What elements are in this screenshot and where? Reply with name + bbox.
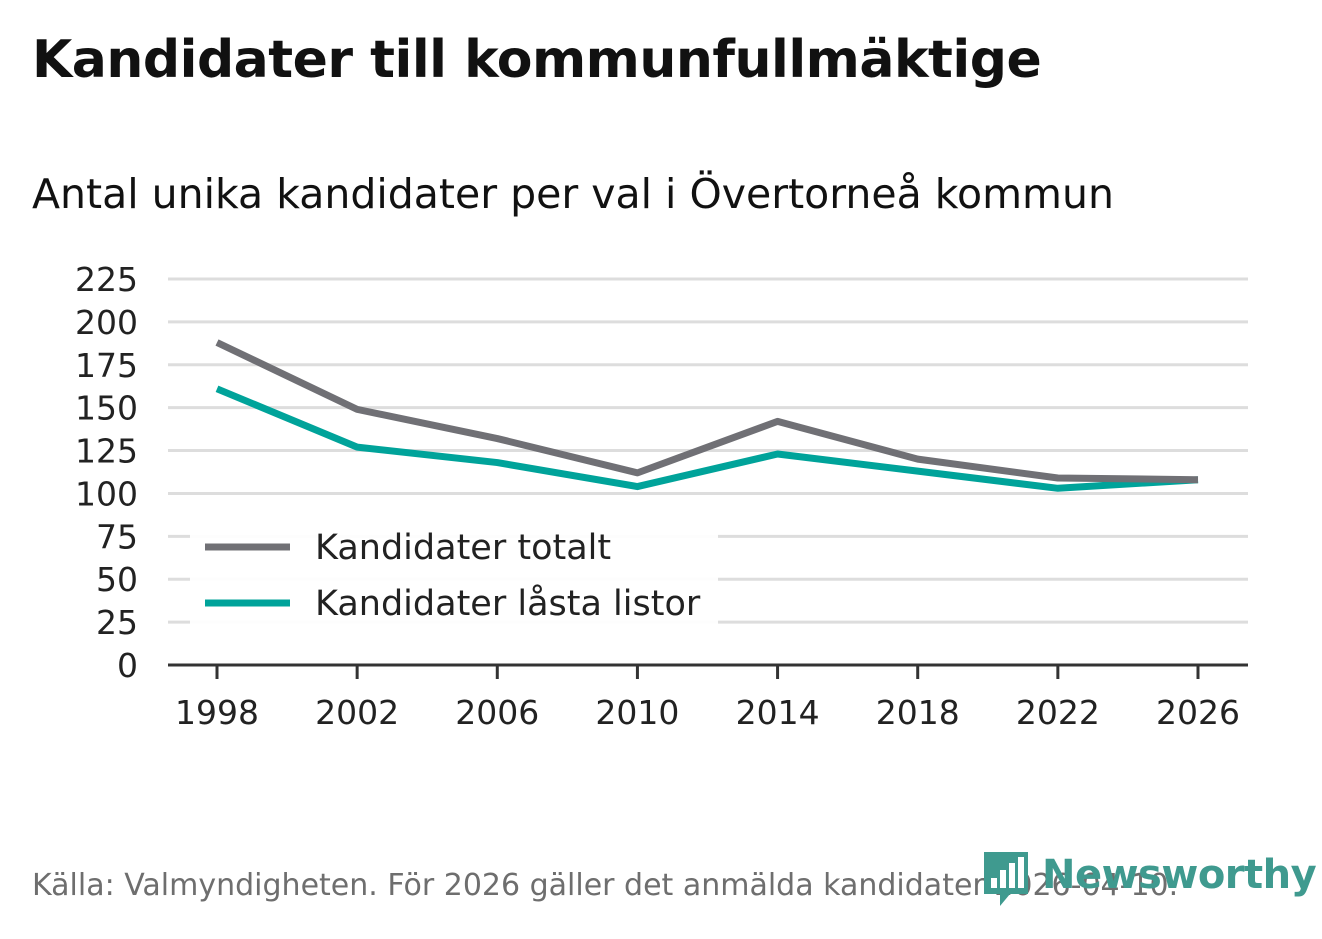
legend: Kandidater totalt Kandidater låsta listor — [190, 520, 718, 625]
series-line-kandidater-lasta-listor — [215, 385, 1199, 492]
y-tick-label: 175 — [75, 346, 138, 385]
x-tick-label: 1998 — [175, 693, 259, 732]
y-tick-label: 225 — [75, 260, 138, 299]
y-tick-label: 125 — [75, 432, 138, 471]
y-tick-label: 0 — [117, 646, 138, 685]
x-tick-label: 2014 — [736, 693, 820, 732]
series-lines — [215, 339, 1199, 492]
legend-label: Kandidater totalt — [315, 528, 611, 568]
x-tick-label: 2010 — [595, 693, 679, 732]
newsworthy-logo-icon — [984, 852, 1028, 906]
x-tick-label: 2026 — [1156, 693, 1240, 732]
chart-subtitle: Antal unika kandidater per val i Övertor… — [32, 170, 1114, 218]
x-tick-label: 2022 — [1016, 693, 1100, 732]
legend-background — [190, 520, 718, 625]
y-tick-label: 75 — [96, 517, 138, 556]
y-tick-label: 100 — [75, 474, 138, 513]
series-line-kandidater-totalt — [215, 339, 1199, 484]
x-tick-label: 2006 — [455, 693, 539, 732]
x-tick-label: 2002 — [315, 693, 399, 732]
y-tick-label: 200 — [75, 303, 138, 342]
y-tick-label: 150 — [75, 389, 138, 428]
brand-mark: Newsworthy — [980, 848, 1317, 910]
x-tick-label: 2018 — [876, 693, 960, 732]
chart-title: Kandidater till kommunfullmäktige — [32, 30, 1042, 90]
y-tick-label: 50 — [96, 560, 138, 599]
brand-name: Newsworthy — [1042, 852, 1317, 898]
y-tick-label: 25 — [96, 603, 138, 642]
legend-label: Kandidater låsta listor — [315, 583, 701, 624]
